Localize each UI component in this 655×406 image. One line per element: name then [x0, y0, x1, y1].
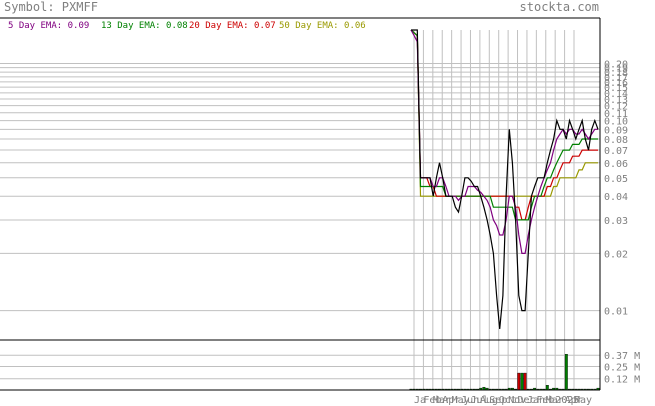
series-line-13-day-ema	[410, 29, 598, 221]
x-tick-label: Feb	[536, 395, 554, 406]
series-line-20-day-ema	[410, 29, 598, 221]
price-y-tick-label: 0.04	[604, 192, 628, 203]
volume-bar	[545, 385, 549, 391]
price-y-tick-label: 0.08	[604, 135, 628, 146]
price-y-tick-label: 0.14	[604, 89, 628, 100]
volume-bar	[564, 354, 568, 391]
price-y-tick-label: 0.13	[604, 95, 628, 106]
x-tick-label: Apr	[565, 395, 583, 406]
price-y-tick-label: 0.02	[604, 249, 628, 260]
price-y-tick-label: 0.09	[604, 125, 628, 136]
x-tick-label: Aug	[480, 395, 498, 406]
x-tick-label: Nov	[508, 395, 526, 406]
price-y-tick-label: 0.06	[604, 159, 628, 170]
price-y-tick-label: 0.20	[604, 59, 628, 70]
price-y-tick-label: 0.16	[604, 78, 628, 89]
price-y-tick-label: 0.07	[604, 146, 628, 157]
legend-ema13: 13 Day EMA: 0.08	[101, 21, 188, 31]
price-y-axis-labels: 0.200.190.180.170.160.150.140.130.120.11…	[604, 59, 628, 317]
volume-bar	[520, 372, 524, 391]
x-tick-label: Jul	[470, 395, 488, 406]
price-y-tick-label: 0.11	[604, 109, 628, 120]
volume-bar	[523, 372, 527, 391]
x-tick-label: Jan	[527, 395, 545, 406]
volume-bar	[517, 372, 521, 391]
price-y-tick-label: 0.10	[604, 117, 628, 128]
x-axis-labels: JaFebMarAprMayJunJulAugSepOctNovDecJanFe…	[414, 395, 592, 406]
legend-ema20: 20 Day EMA: 0.07	[189, 21, 276, 31]
price-series	[410, 29, 599, 330]
price-y-tick-label: 0.03	[604, 216, 628, 227]
price-y-tick-label: 0.01	[604, 307, 628, 318]
x-tick-label: Jun	[461, 395, 479, 406]
volume-y-tick-label: 0.37 M	[604, 351, 640, 362]
x-tick-label: May	[452, 395, 470, 406]
site-name: stockta.com	[520, 0, 599, 14]
price-y-tick-label: 0.17	[604, 73, 628, 84]
x-tick-label: Dec	[518, 395, 536, 406]
x-tick-label: Mar	[546, 395, 564, 406]
volume-y-tick-label: 0.12 M	[604, 375, 640, 386]
legend-ema50: 50 Day EMA: 0.06	[279, 21, 366, 31]
price-y-tick-label: 0.05	[604, 174, 628, 185]
series-line-price	[411, 29, 599, 330]
symbol-title: Symbol: PXMFF	[4, 0, 98, 14]
x-tick-label: Mar	[433, 395, 451, 406]
x-tick-label: Apr	[442, 395, 460, 406]
volume-y-axis-labels: 0.37 M0.25 M0.12 M	[604, 351, 640, 386]
legend-ema5: 5 Day EMA: 0.09	[8, 21, 89, 31]
price-y-tick-label: 0.19	[604, 64, 628, 75]
x-tick-label: Ja	[414, 395, 426, 406]
x-tick-label: Feb	[423, 395, 441, 406]
price-y-tick-label: 0.18	[604, 68, 628, 79]
price-y-tick-label: 0.15	[604, 83, 628, 94]
x-tick-label: Oct	[499, 395, 517, 406]
price-y-tick-label: 0.12	[604, 102, 628, 113]
x-tick-label: Sep	[489, 395, 507, 406]
price-grid	[0, 30, 600, 390]
volume-y-tick-label: 0.25 M	[604, 363, 640, 374]
volume-grid	[0, 354, 600, 380]
x-tick-label: 2025	[555, 395, 579, 406]
x-tick-label: May	[574, 395, 592, 406]
